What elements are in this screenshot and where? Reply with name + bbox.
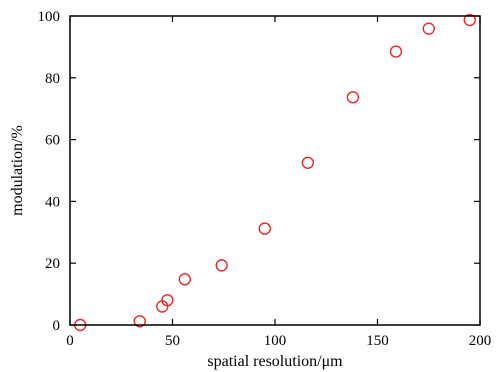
y-tick-label: 0 (53, 318, 61, 334)
plot-frame (69, 15, 481, 326)
ticks-layer: 0 50 100 150 200 0 20 40 60 80 100 (38, 9, 492, 349)
y-tick-label: 100 (38, 9, 61, 25)
y-tick-label: 40 (45, 194, 60, 210)
data-point (133, 315, 146, 328)
x-axis-label: spatial resolution/μm (207, 353, 343, 370)
x-tick-label: 0 (66, 333, 74, 349)
data-point (346, 91, 360, 104)
data-point (389, 45, 403, 58)
points-layer (74, 13, 476, 332)
y-tick-label: 20 (45, 256, 60, 272)
data-point (463, 13, 476, 27)
data-point (422, 22, 435, 35)
data-point (178, 273, 192, 286)
data-point (215, 259, 228, 272)
y-axis-label: modulation/% (9, 125, 26, 216)
data-point (161, 294, 174, 307)
x-tick-label: 100 (264, 333, 287, 349)
x-tick-label: 200 (469, 333, 492, 349)
y-tick-label: 60 (45, 133, 60, 149)
data-point (258, 222, 271, 235)
data-point (301, 156, 314, 169)
y-tick-label: 80 (45, 71, 60, 87)
x-tick-label: 50 (165, 333, 180, 349)
x-tick-label: 150 (366, 333, 389, 349)
